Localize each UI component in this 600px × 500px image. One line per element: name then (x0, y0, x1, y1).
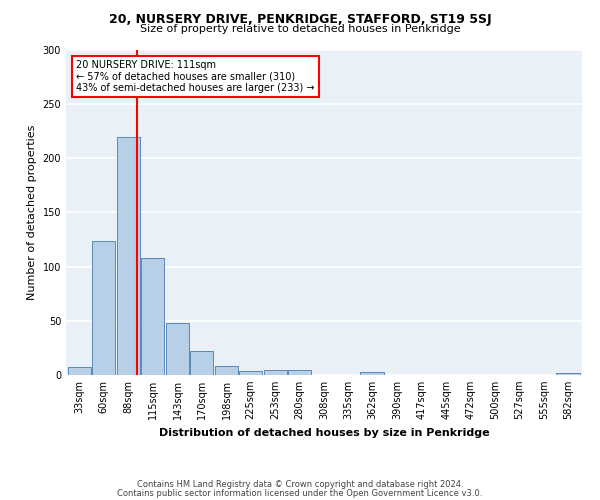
Bar (92, 240, 115, 375)
Bar (190, 351, 213, 375)
Bar (166, 323, 189, 375)
Bar (141, 258, 164, 375)
Bar (117, 136, 140, 375)
Bar (215, 366, 238, 375)
Bar (287, 370, 311, 375)
Y-axis label: Number of detached properties: Number of detached properties (27, 125, 37, 300)
Bar (556, 373, 580, 375)
Text: 20 NURSERY DRIVE: 111sqm
← 57% of detached houses are smaller (310)
43% of semi-: 20 NURSERY DRIVE: 111sqm ← 57% of detach… (76, 60, 315, 93)
X-axis label: Distribution of detached houses by size in Penkridge: Distribution of detached houses by size … (158, 428, 490, 438)
Bar (361, 372, 384, 375)
Bar (263, 370, 287, 375)
Bar (68, 368, 91, 375)
Text: Contains HM Land Registry data © Crown copyright and database right 2024.: Contains HM Land Registry data © Crown c… (137, 480, 463, 489)
Bar (239, 370, 262, 375)
Text: 20, NURSERY DRIVE, PENKRIDGE, STAFFORD, ST19 5SJ: 20, NURSERY DRIVE, PENKRIDGE, STAFFORD, … (109, 12, 491, 26)
Text: Contains public sector information licensed under the Open Government Licence v3: Contains public sector information licen… (118, 488, 482, 498)
Text: Size of property relative to detached houses in Penkridge: Size of property relative to detached ho… (140, 24, 460, 34)
